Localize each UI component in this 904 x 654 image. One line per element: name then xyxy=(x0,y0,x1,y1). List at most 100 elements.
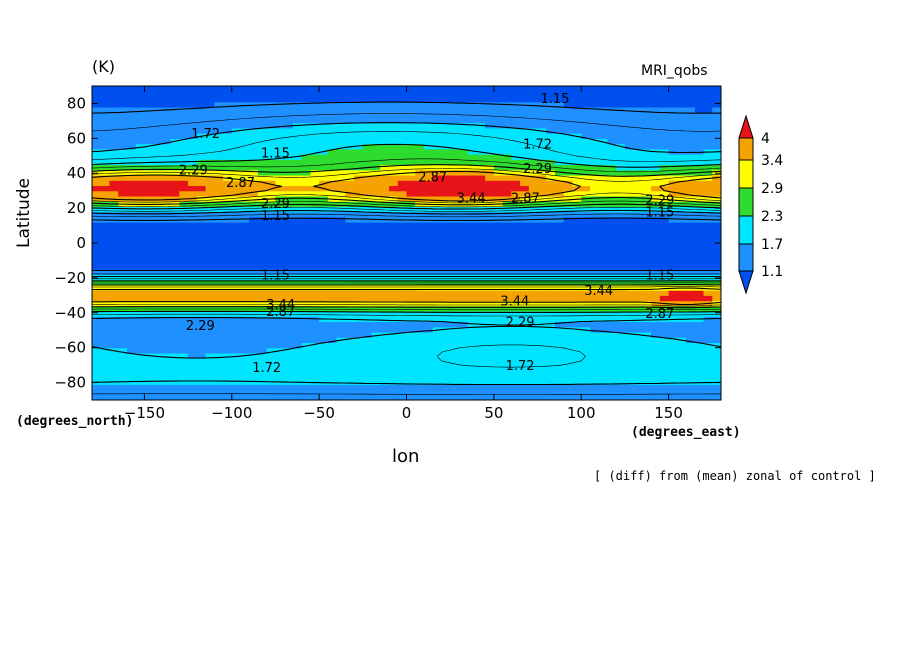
contour-cell xyxy=(563,394,574,400)
contour-cell xyxy=(642,237,652,244)
contour-cell xyxy=(450,164,460,171)
contour-cell xyxy=(415,331,425,338)
contour-cell xyxy=(694,337,705,344)
contour-cell xyxy=(712,86,721,92)
contour-cell xyxy=(493,148,504,155)
contour-cell xyxy=(423,227,434,234)
contour-cell xyxy=(371,86,381,92)
contour-cell xyxy=(240,347,250,354)
contour-cell xyxy=(598,347,609,354)
contour-cell xyxy=(109,243,119,249)
contour-cell xyxy=(572,295,582,302)
contour-cell xyxy=(415,190,425,197)
contour-cell xyxy=(607,337,617,344)
contour-cell xyxy=(275,263,285,270)
contour-cell xyxy=(345,180,355,187)
contour-cell xyxy=(371,106,381,113)
contour-cell xyxy=(223,248,233,255)
contour-cell xyxy=(126,127,137,134)
contour-cell xyxy=(327,300,338,307)
contour-cell xyxy=(257,143,268,150)
contour-cell xyxy=(493,143,504,150)
contour-cell xyxy=(520,190,530,197)
contour-cell xyxy=(677,274,687,281)
contour-cell xyxy=(406,122,416,129)
contour-cell xyxy=(651,290,661,296)
contour-cell xyxy=(380,321,390,328)
contour-cell xyxy=(188,159,198,166)
contour-cell xyxy=(179,143,189,150)
contour-cell xyxy=(493,358,504,364)
contour-cell xyxy=(476,389,486,396)
contour-cell xyxy=(214,274,224,281)
contour-cell xyxy=(249,190,259,197)
contour-cell xyxy=(118,337,128,344)
contour-cell xyxy=(135,331,146,338)
contour-cell xyxy=(109,352,119,359)
contour-cell xyxy=(520,253,530,260)
contour-cell xyxy=(257,185,268,192)
contour-cell xyxy=(362,154,373,160)
contour-cell xyxy=(319,91,329,98)
contour-cell xyxy=(319,96,329,103)
contour-cell xyxy=(677,164,687,171)
contour-cell xyxy=(659,180,670,187)
contour-cell xyxy=(292,91,303,98)
contour-cell xyxy=(589,253,600,260)
contour-cell xyxy=(450,394,460,400)
contour-cell xyxy=(686,96,696,103)
contour-cell xyxy=(572,127,582,134)
contour-cell xyxy=(100,159,111,166)
contour-cell xyxy=(555,216,565,223)
contour-cell xyxy=(502,300,512,307)
contour-cell xyxy=(581,174,591,181)
contour-cell xyxy=(371,127,381,134)
contour-cell xyxy=(266,174,277,181)
contour-cell xyxy=(624,253,635,260)
contour-cell xyxy=(170,337,180,344)
contour-cell xyxy=(100,96,111,103)
contour-cell xyxy=(432,148,443,155)
contour-cell xyxy=(188,180,198,187)
contour-cell xyxy=(493,316,504,323)
contour-cell xyxy=(118,352,128,359)
contour-cell xyxy=(633,358,643,364)
contour-cell xyxy=(677,96,687,103)
contour-cell xyxy=(423,232,434,239)
contour-cell xyxy=(659,269,670,275)
contour-cell xyxy=(423,148,434,155)
contour-cell xyxy=(100,394,111,400)
contour-cell xyxy=(275,164,285,171)
contour-cell xyxy=(205,133,215,139)
contour-cell xyxy=(546,138,556,145)
contour-cell xyxy=(292,164,303,171)
contour-cell xyxy=(624,347,635,354)
contour-cell xyxy=(196,253,207,260)
contour-cell xyxy=(205,91,215,98)
contour-cell xyxy=(572,216,582,223)
contour-cell xyxy=(502,284,512,291)
contour-cell xyxy=(572,86,582,92)
contour-cell xyxy=(423,243,434,249)
contour-cell xyxy=(126,295,137,302)
contour-cell xyxy=(345,206,355,213)
contour-cell xyxy=(118,311,128,317)
contour-cell xyxy=(205,117,215,124)
contour-cell xyxy=(354,190,364,197)
contour-cell xyxy=(406,86,416,92)
contour-cell xyxy=(581,300,591,307)
contour-cell xyxy=(389,86,399,92)
contour-cell xyxy=(677,211,687,218)
contour-cell xyxy=(109,91,119,98)
contour-cell xyxy=(301,96,312,103)
contour-cell xyxy=(563,206,574,213)
contour-cell xyxy=(677,248,687,255)
colorbar-segment xyxy=(738,137,754,161)
contour-cell xyxy=(205,101,215,108)
contour-cell xyxy=(502,117,512,124)
contour-cell xyxy=(92,347,102,354)
contour-cell xyxy=(415,347,425,354)
contour-cell xyxy=(467,279,477,286)
contour-cell xyxy=(528,363,539,370)
contour-cell xyxy=(266,190,277,197)
